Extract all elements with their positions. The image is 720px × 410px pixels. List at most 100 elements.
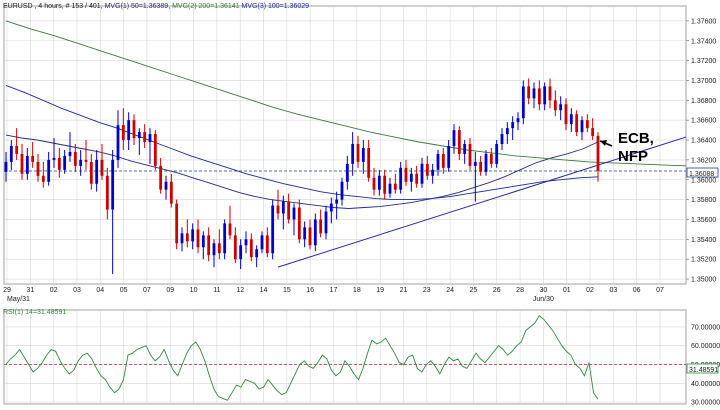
candle-body: [180, 233, 184, 244]
candle-body: [425, 163, 429, 176]
candle-body: [543, 86, 547, 105]
candle-body: [207, 235, 211, 256]
rsi-header: RSI(1) 14=31.48591: [3, 309, 66, 316]
x-tick-label: 25: [470, 287, 478, 294]
x-tick-label: 30: [539, 287, 547, 294]
y-tick-label: 1.35400: [691, 237, 716, 244]
candle-body: [553, 100, 557, 111]
x-tick-label: 24: [446, 287, 454, 294]
candle-body: [116, 125, 120, 160]
candle-body: [260, 235, 264, 250]
candle-body: [436, 153, 440, 170]
candle-body: [521, 86, 525, 119]
candle-body: [489, 153, 493, 164]
y-tick-label: 1.36200: [691, 157, 716, 164]
x-tick-label: 07: [143, 287, 151, 294]
candle-body: [505, 128, 509, 135]
candle-body: [175, 203, 179, 244]
rsi-y-tick-label: 70.00000: [691, 324, 720, 331]
candle-body: [68, 151, 72, 156]
x-sub-label: May/31: [7, 296, 30, 303]
x-tick-label: 09: [166, 287, 174, 294]
candle-body: [319, 219, 323, 234]
candle-body: [585, 120, 589, 129]
candle-body: [340, 181, 344, 200]
candle-body: [431, 169, 435, 176]
x-tick-label: 17: [330, 287, 338, 294]
candle-body: [393, 183, 397, 190]
candle-body: [239, 245, 243, 260]
y-tick-label: 1.35600: [691, 217, 716, 224]
candle-body: [281, 201, 285, 214]
candle-body: [52, 157, 56, 160]
y-tick-label: 1.35000: [691, 277, 716, 284]
candle-body: [223, 223, 227, 254]
candle-body: [84, 159, 88, 162]
x-tick-label: 16: [306, 287, 314, 294]
annotation-ecb: ECB,: [618, 130, 654, 147]
candle-body: [324, 211, 328, 234]
moving-average-line: [5, 84, 599, 201]
candle-body: [596, 136, 600, 171]
x-tick-label: 26: [493, 287, 501, 294]
rsi-series: [5, 314, 599, 401]
rsi-tag-label: 31.48591: [689, 367, 718, 374]
axis-labels: 1.37600 1.37400 1.37200 1.37000 1.36800 1.366…: [3, 18, 720, 406]
candle-body: [297, 207, 301, 240]
candle-body: [313, 219, 317, 246]
candle-body: [591, 128, 595, 137]
candle-body: [143, 132, 147, 143]
candle-body: [516, 118, 520, 123]
x-tick-label: 21: [400, 287, 408, 294]
candle-body: [335, 199, 339, 204]
candle-body: [4, 161, 8, 172]
candle-body: [527, 86, 531, 99]
y-tick-label: 1.35200: [691, 257, 716, 264]
x-tick-label: 28: [516, 287, 524, 294]
candle-body: [265, 235, 269, 254]
candle-body: [89, 161, 93, 184]
candle-body: [25, 155, 29, 174]
candle-body: [495, 144, 499, 164]
y-tick-label: 1.37200: [691, 58, 716, 65]
candle-body: [41, 175, 45, 182]
candle-body: [345, 163, 349, 182]
candle-body: [63, 155, 67, 170]
candle-body: [441, 153, 445, 168]
y-tick-label: 1.35800: [691, 197, 716, 204]
candle-body: [228, 223, 232, 236]
candle-body: [47, 159, 51, 182]
candle-body: [500, 134, 504, 145]
candle-body: [383, 175, 387, 194]
candle-body: [351, 144, 355, 164]
candle-body: [580, 120, 584, 133]
x-tick-label: 29: [3, 287, 11, 294]
candle-body: [303, 227, 307, 240]
x-tick-label: 15: [283, 287, 291, 294]
x-tick-label: 01: [563, 287, 571, 294]
y-tick-label: 1.36600: [691, 118, 716, 125]
candle-body: [196, 229, 200, 248]
rsi-plot-area: [3, 309, 687, 405]
candle-body: [9, 145, 13, 162]
candle-body: [479, 161, 483, 172]
price-tag-label: 1.36088: [689, 171, 714, 178]
price-tag-box: [686, 167, 719, 178]
candle-body: [473, 161, 477, 166]
candle-body: [95, 159, 99, 184]
trendline: [277, 136, 687, 268]
annotation-arrow-head: [600, 140, 607, 146]
candle-body: [249, 239, 253, 258]
x-tick-label: 10: [190, 287, 198, 294]
candle-body: [73, 151, 77, 166]
candle-body: [31, 155, 35, 162]
candle-body: [356, 144, 360, 162]
y-tick-label: 1.36000: [691, 177, 716, 184]
y-tick-label: 1.37000: [691, 78, 716, 85]
candle-body: [185, 233, 189, 242]
x-tick-label: 05: [120, 287, 128, 294]
x-tick-label: 11: [213, 287, 220, 294]
candle-body: [287, 201, 291, 220]
candle-body: [201, 235, 205, 248]
